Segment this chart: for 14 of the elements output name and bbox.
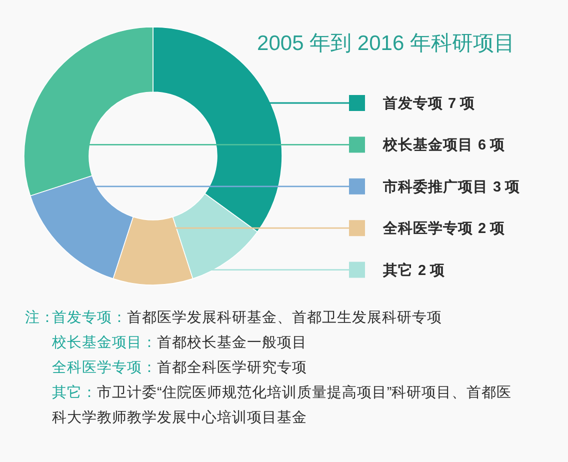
legend-label: 首发专项 xyxy=(382,95,444,112)
legend-label: 其它 xyxy=(382,260,413,279)
chart-title: 2005 年到 2016 年科研项目 xyxy=(257,32,515,55)
data-label: 2 项 xyxy=(478,221,506,238)
legend-label: 市科委推广项目 xyxy=(382,177,488,196)
data-label: 2 项 xyxy=(418,262,446,279)
legend-label: 校长基金项目 xyxy=(382,136,473,154)
text: 全科医学专项：首都全科医学研究专项 xyxy=(52,359,308,378)
data-label: 3 项 xyxy=(493,179,522,196)
data-label: 7 项 xyxy=(448,96,476,112)
text: 其它：市卫计委“住院医师规范化培训质量提高项目”科研项目、首都医科大学教师教学发展中心培训项目基金 xyxy=(52,384,513,428)
data-label: 6 项 xyxy=(478,138,506,154)
legend-label: 全科医学专项 xyxy=(382,220,474,238)
text: 校长基金项目：首都校长基金一般项目 xyxy=(52,334,308,353)
